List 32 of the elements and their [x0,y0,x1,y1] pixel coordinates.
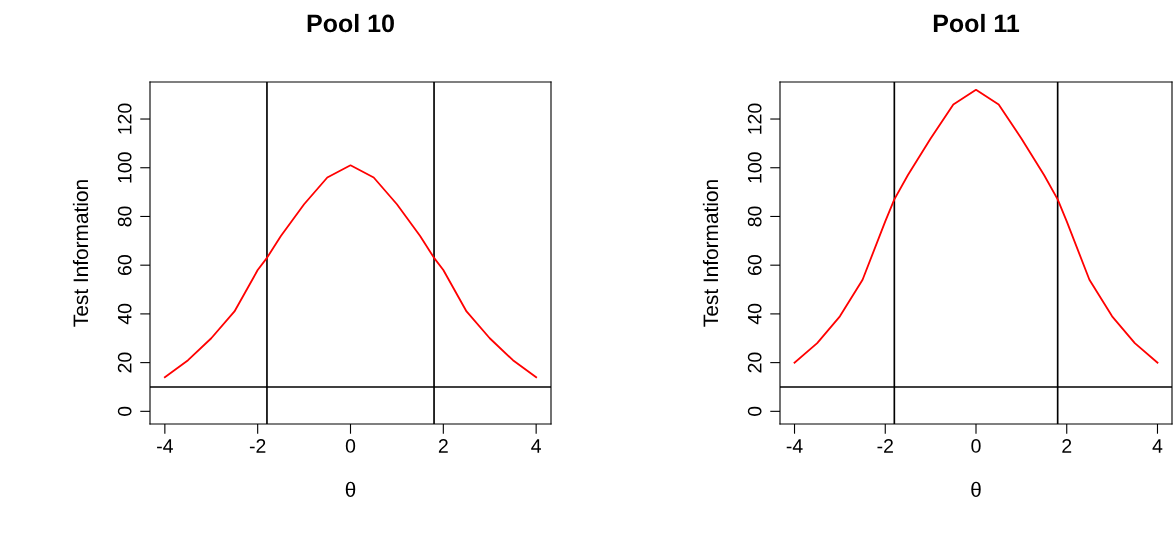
x-tick-label: 2 [1062,439,1072,453]
y-tick-label: 60 [117,255,132,276]
y-tick-label: 80 [117,206,132,227]
y-tick-label: 80 [747,206,762,227]
x-tick-label: 0 [971,439,981,453]
x-axis-title: θ [971,481,981,498]
line-series [163,164,538,379]
y-tick-label: 40 [747,303,762,325]
x-tick-label: 0 [345,439,356,453]
x-tick-label: 4 [531,439,541,453]
x-tick-label: -4 [157,439,173,453]
x-tick-label: 4 [1152,439,1163,453]
x-tick-label: -4 [786,439,803,453]
y-tick-label: 120 [747,103,762,134]
x-axis-title: θ [345,481,356,498]
x-tick-label: -2 [877,439,893,453]
x-tick-label: -2 [249,439,266,453]
y-tick-label: 40 [117,303,132,325]
y-axis-title: Test Information [702,180,719,327]
y-tick-label: 100 [117,152,132,183]
y-axis-title: Test Information [72,180,89,327]
chart-title: Pool 10 [307,13,394,33]
line-series [793,88,1159,364]
y-tick-label: 100 [747,152,762,183]
y-tick-label: 20 [747,352,762,373]
y-tick-label: 60 [747,255,762,276]
x-tick-label: 2 [438,439,448,453]
y-tick-label: 0 [747,406,762,416]
y-tick-label: 0 [117,406,132,416]
chart-title: Pool 11 [933,13,1020,33]
y-tick-label: 20 [117,352,132,373]
y-tick-label: 120 [117,103,132,134]
